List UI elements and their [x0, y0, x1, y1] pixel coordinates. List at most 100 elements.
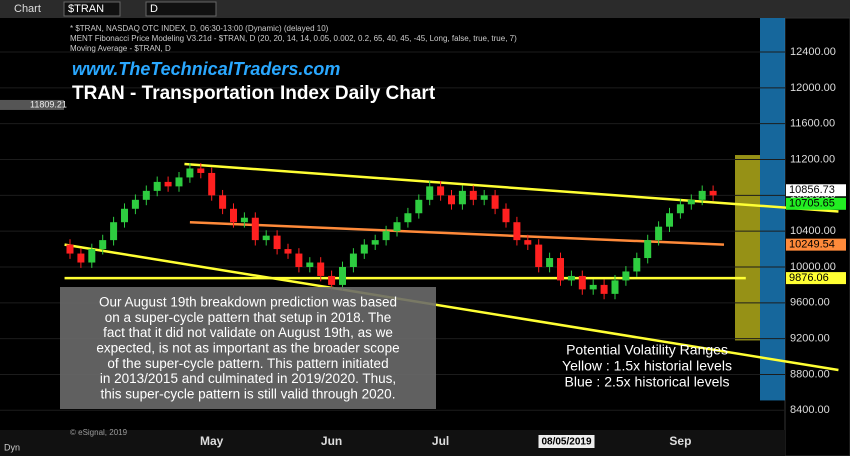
y-tick-label: 8800.00	[790, 368, 830, 380]
trendline	[184, 162, 839, 213]
y-tick-label: 12000.00	[790, 82, 836, 94]
candle-body	[567, 275, 575, 281]
candle-body	[77, 253, 85, 263]
candle-body	[349, 253, 357, 267]
annotation-line: on a super-cycle pattern that setup in 2…	[105, 310, 391, 325]
date-axis	[0, 430, 785, 456]
y-tick-label: 10000.00	[790, 261, 836, 273]
candle-body	[262, 235, 270, 241]
y-tick-label: 8400.00	[790, 404, 830, 416]
y-tick-label: 11200.00	[790, 153, 835, 165]
y-tick-label: 12400.00	[790, 46, 836, 58]
candle-body	[666, 213, 673, 227]
interval[interactable]: D	[150, 3, 158, 15]
volatility-range	[735, 155, 760, 341]
price-tag	[786, 238, 846, 251]
candle-body	[360, 244, 368, 254]
symbol-input[interactable]	[63, 1, 121, 17]
y-tick-label: 11600.00	[790, 118, 835, 130]
candle-body	[633, 258, 641, 272]
candle-body	[546, 258, 554, 267]
volatility-note: Potential Volatility Ranges	[566, 342, 728, 358]
indicator-header: * $TRAN, NASDAQ OTC INDEX, D, 06:30-13:0…	[70, 24, 329, 33]
candle-body	[230, 208, 237, 223]
symbol[interactable]: $TRAN	[68, 3, 104, 15]
candle-body	[404, 213, 412, 223]
candle-body	[339, 266, 346, 285]
candle-body	[557, 258, 564, 281]
candle-body	[131, 199, 139, 209]
copyright: © eSignal, 2019	[70, 428, 128, 437]
left-price-tag	[0, 99, 64, 110]
candle-body	[153, 181, 161, 191]
x-tick-label: Sep	[669, 434, 691, 448]
candle-body	[66, 244, 74, 254]
y-tick-label: 9200.00	[790, 333, 830, 345]
candle-body	[393, 222, 401, 232]
candle-body	[622, 271, 630, 281]
candle-body	[88, 249, 96, 263]
candle-body	[240, 217, 248, 223]
x-tick-label: 08/05/2019	[541, 437, 591, 448]
annotation-line: in 2013/2015 and culminated in 2019/2020…	[100, 371, 396, 386]
candle-body	[513, 222, 521, 241]
trendline	[64, 243, 839, 372]
candle-body	[164, 181, 172, 187]
candle-body	[578, 275, 586, 290]
candle-body	[251, 217, 259, 241]
candle-body	[698, 190, 706, 200]
candle-body	[306, 262, 314, 267]
candle-body	[121, 208, 128, 223]
app-name: Chart	[14, 3, 41, 15]
candle-body	[611, 280, 619, 294]
footer-corner: Dyn	[4, 442, 20, 452]
candle-body	[186, 168, 194, 178]
candle-body	[208, 172, 216, 196]
candle-body	[687, 199, 695, 205]
price-tag-label: 9876.06	[789, 272, 829, 284]
annotation-line: of the super-cycle pattern. This pattern…	[107, 356, 388, 371]
interval-input[interactable]	[145, 1, 217, 17]
date-highlight	[538, 435, 595, 448]
y-tick-label: 10400.00	[790, 225, 836, 237]
price-tag	[786, 197, 846, 210]
candle-body	[219, 195, 227, 209]
price-tag	[786, 184, 846, 197]
annotation-line: fact that it did not validate on August …	[103, 325, 393, 340]
candle-body	[644, 240, 652, 259]
candle-body	[458, 190, 466, 205]
candle-body	[535, 244, 543, 267]
candle-body	[655, 226, 663, 241]
candle-body	[600, 284, 608, 294]
volatility-range	[760, 18, 785, 401]
candle-body	[328, 275, 336, 285]
candle-body	[437, 186, 445, 196]
candle-body	[142, 190, 150, 200]
chart-title: TRAN - Transportation Index Daily Chart	[72, 83, 436, 104]
trendline	[189, 220, 725, 246]
candle-body	[426, 186, 434, 200]
left-price-tag-label: 11809.21	[30, 99, 67, 109]
x-tick-label: Jun	[321, 434, 342, 448]
price-tag-label: 10856.73	[789, 184, 835, 196]
candle-body	[491, 195, 499, 209]
annotation-box	[60, 287, 436, 409]
annotation-line: Our August 19th breakdown prediction was…	[99, 295, 397, 310]
candle-body	[709, 190, 717, 196]
annotation-line: expected, is not as important as the bro…	[96, 340, 399, 355]
candle-body	[371, 240, 379, 245]
candle-body	[502, 208, 510, 223]
candle-body	[110, 222, 118, 241]
y-tick-label: 9600.00	[790, 297, 830, 309]
candle-body	[317, 262, 325, 276]
candle-body	[197, 168, 205, 173]
candle-body	[589, 284, 597, 290]
x-tick-label: Jul	[432, 434, 449, 448]
price-axis	[784, 17, 850, 456]
x-tick-label: May	[200, 434, 224, 448]
candle-body	[284, 249, 292, 254]
indicator-header: Moving Average - $TRAN, D	[70, 44, 171, 53]
candle-body	[480, 195, 488, 200]
